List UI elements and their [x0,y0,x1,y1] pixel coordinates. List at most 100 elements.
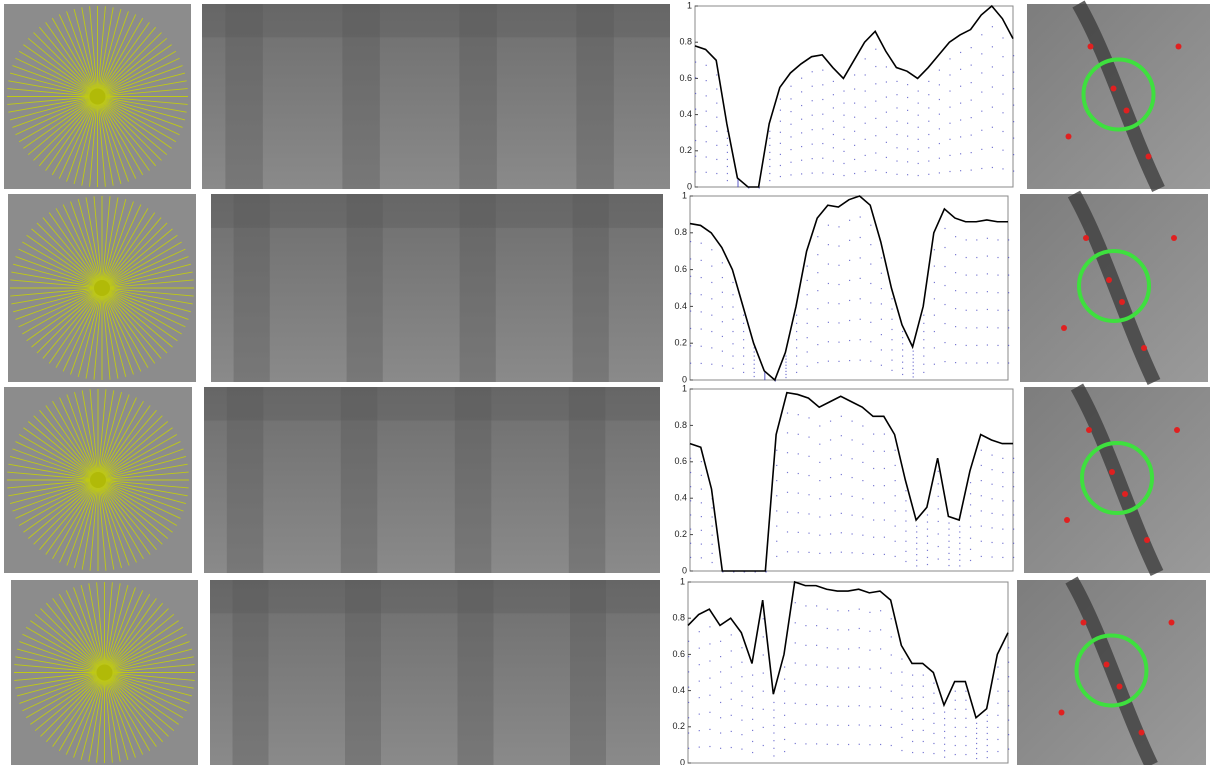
dot [902,349,904,351]
dot [854,102,856,104]
ray [101,248,186,289]
dot [885,171,887,174]
ray [101,212,156,289]
dot [838,226,840,228]
ray [27,37,98,97]
dot [700,242,702,244]
dot [896,160,898,162]
dark-band [459,4,497,189]
dot [730,746,732,749]
dot [1008,748,1010,750]
ray [28,479,99,539]
dot [737,178,739,181]
dark-band [572,194,609,382]
dot [981,110,983,112]
dot [976,752,978,755]
ray [48,212,103,289]
dot [786,471,789,474]
dot [917,102,919,104]
dot [806,337,808,339]
dot [937,545,939,548]
dot [1013,154,1015,156]
dot [773,755,775,757]
ray [52,672,105,747]
dot [785,370,787,372]
dot [826,647,828,649]
dot [779,120,781,122]
dot [948,564,950,567]
ray [8,463,99,481]
dot [688,701,690,704]
dot [764,375,766,378]
dot [883,536,885,538]
ray [97,390,115,481]
dot [912,685,914,687]
profile-line [689,195,1008,382]
ray [104,590,144,673]
dot [997,678,999,680]
dot [923,330,925,333]
ray [36,222,103,289]
dot [944,730,946,733]
dot [976,256,978,259]
dot [885,141,887,143]
dot [700,502,702,504]
dot [862,461,864,463]
ray [97,479,137,563]
dot [875,117,877,120]
dot [970,99,972,101]
dot [827,360,829,362]
ray [104,672,113,763]
dot [737,179,739,182]
ray [22,633,105,673]
dot [785,376,787,379]
dot [843,102,845,104]
ray [89,479,99,571]
dot [875,65,877,68]
dot [960,102,962,104]
dot [937,520,939,523]
dot [991,26,993,28]
dot [976,309,978,311]
dot [991,46,993,48]
dot [1013,471,1015,474]
red-dot [1058,709,1065,716]
dot [864,58,866,60]
dot [1008,690,1010,692]
dot [862,498,864,500]
ray [40,672,105,737]
dot [752,696,754,698]
dot [880,610,882,612]
ray [14,664,105,673]
dot [997,309,999,311]
red-dot [1123,107,1130,114]
ray [104,672,136,758]
unwrapped-image [204,387,660,573]
ray [58,593,105,673]
dot [875,100,877,102]
dot [1008,256,1010,259]
dot [944,750,946,752]
ray [97,389,107,481]
dot [896,147,898,149]
dot [885,81,887,83]
dot [711,525,713,527]
dot [764,371,766,374]
ray [104,583,121,673]
dot [916,565,918,567]
dot [912,740,914,743]
dot [711,249,713,251]
dot [1013,104,1015,106]
dot [965,744,967,747]
ray [28,421,99,481]
dot [822,84,824,86]
ray [22,672,105,712]
ray [97,96,172,149]
dot [891,339,893,341]
ray [97,8,122,97]
dot [700,294,702,296]
dot [851,495,853,497]
dot [790,123,792,125]
ray [55,287,103,368]
dot [922,707,924,709]
